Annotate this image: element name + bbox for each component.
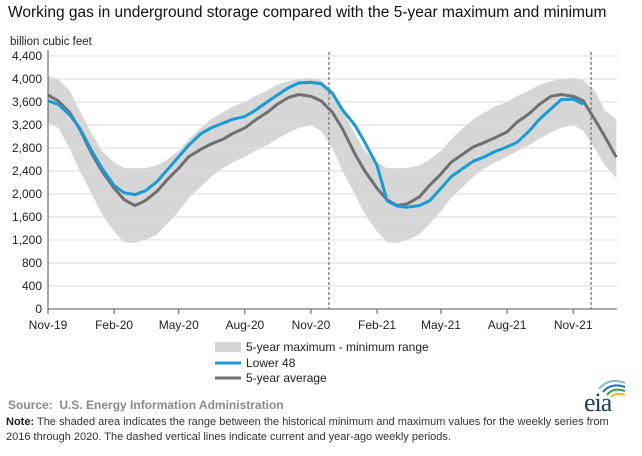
eia-logo-icon	[585, 375, 635, 415]
axes: 0 400 800 1,200 1,600 2,000 2,400 2,800 3,200 3,6…	[12, 49, 617, 332]
x-tick-label: May-21	[421, 318, 461, 332]
chart-title: Working gas in underground storage compa…	[8, 4, 607, 21]
legend: 5-year maximum - minimum range Lower 48 …	[215, 340, 429, 385]
y-tick-label: 1,600	[12, 210, 42, 224]
y-tick-label: 3,200	[12, 118, 42, 132]
legend-label-lower48: Lower 48	[246, 356, 296, 370]
y-tick-label: 2,000	[12, 187, 42, 201]
gridlines	[48, 55, 617, 287]
source-text: U.S. Energy Information Administration	[59, 398, 284, 412]
note-label: Note:	[6, 416, 35, 428]
y-tick-label: 2,400	[12, 164, 42, 178]
legend-label-range: 5-year maximum - minimum range	[246, 340, 429, 354]
x-tick-label: Nov-21	[554, 318, 593, 332]
series-line-lower48	[47, 80, 584, 209]
chart-area: billion cubic feet 0 400 800 1,200 1,600 2,00…	[10, 36, 618, 385]
x-tick-label: Aug-21	[488, 318, 527, 332]
y-tick-label: 1,200	[12, 233, 42, 247]
y-tick-label: 400	[22, 279, 42, 293]
x-tick-label: Feb-21	[358, 318, 396, 332]
range-band	[48, 76, 617, 243]
series-line-avg	[47, 93, 618, 207]
source-label: Source:	[8, 398, 53, 412]
range-band-layer	[48, 76, 617, 243]
x-tick-label: Aug-20	[225, 318, 264, 332]
y-tick-label: 4,000	[12, 72, 42, 86]
x-tick-label: Nov-20	[292, 318, 331, 332]
legend-label-avg: 5-year average	[246, 371, 327, 385]
legend-swatch-range	[215, 342, 241, 352]
y-tick-label: 2,800	[12, 141, 42, 155]
eia-logo-text: eia	[584, 388, 612, 417]
x-tick-label: Nov-19	[29, 318, 68, 332]
footnote: Note: The shaded area indicates the rang…	[6, 415, 634, 445]
source-line: Source: U.S. Energy Information Administ…	[8, 398, 284, 412]
y-tick-label: 0	[35, 302, 42, 316]
dashed-marker-lines	[328, 52, 592, 309]
y-axis-unit-label: billion cubic feet	[10, 36, 93, 48]
x-tick-label: Feb-20	[95, 318, 133, 332]
y-tick-label: 3,600	[12, 95, 42, 109]
y-tick-label: 800	[22, 256, 42, 270]
series-lines	[47, 80, 618, 209]
note-text: The shaded area indicates the range betw…	[6, 416, 609, 443]
x-tick-label: May-20	[159, 318, 199, 332]
y-tick-label: 4,400	[12, 49, 42, 63]
